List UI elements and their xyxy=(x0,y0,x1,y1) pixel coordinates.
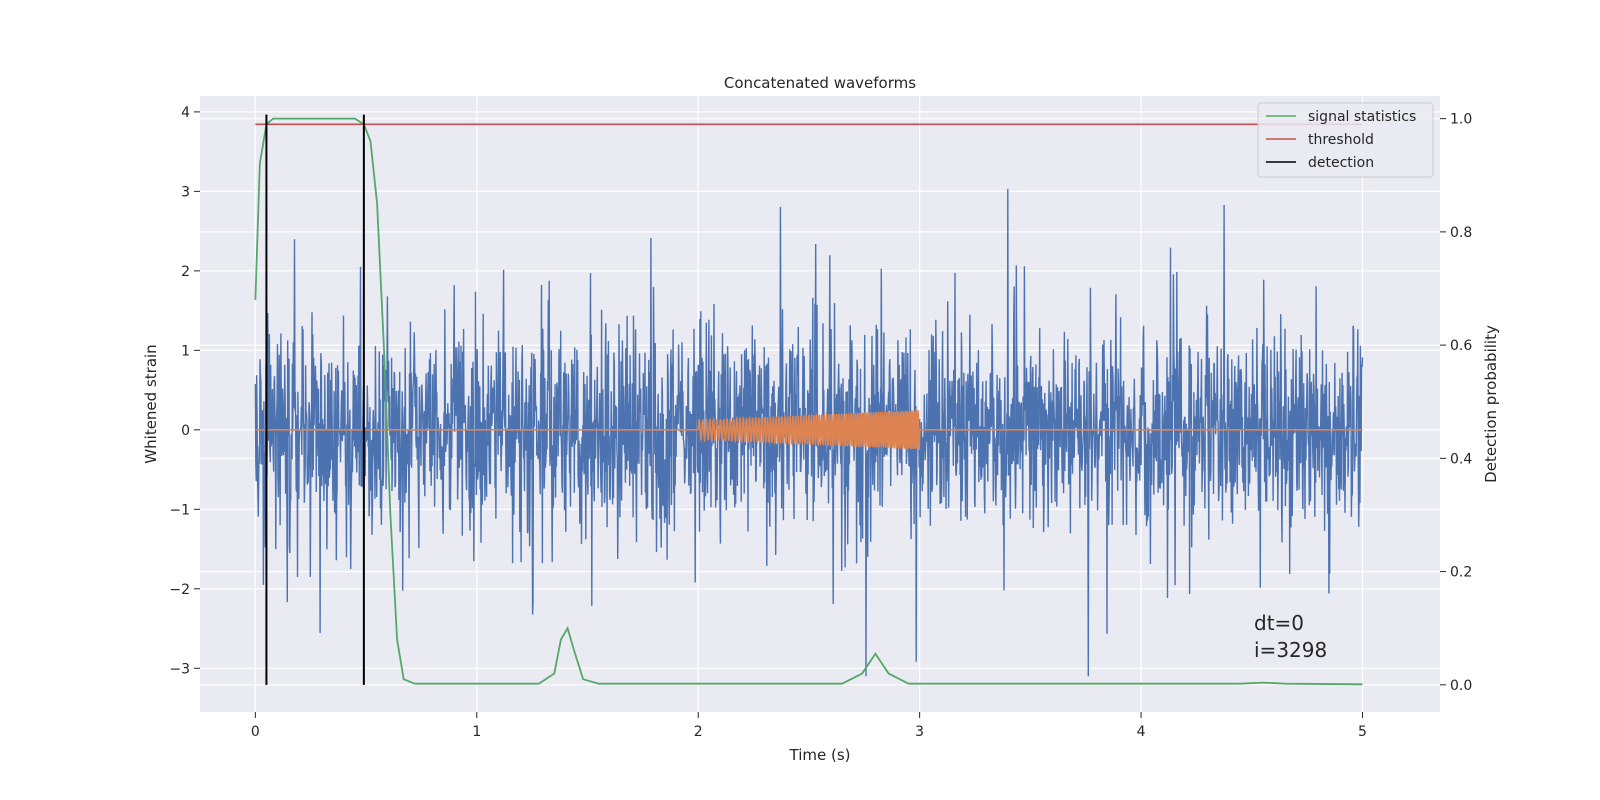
y-left-tick-label: 1 xyxy=(181,343,190,359)
chart-title: Concatenated waveforms xyxy=(724,74,916,92)
legend: signal statistics threshold detection xyxy=(1257,102,1434,178)
x-axis-title: Time (s) xyxy=(789,746,851,764)
annotation-dt: dt=0 xyxy=(1254,611,1304,635)
y-left-tick-label: 3 xyxy=(181,184,190,200)
y-axis-left-title: Whitened strain xyxy=(142,344,160,463)
y-left-tick-label: 4 xyxy=(181,105,190,121)
y-right-tick-label: 1.0 xyxy=(1450,112,1472,128)
series-noise-line xyxy=(254,188,1364,677)
ticks: 0 1 2 3 4 5 −3 −2 −1 0 1 2 3 4 0.0 0.2 0.4 0.6 0.8 1.0 xyxy=(169,105,1472,740)
series-signal-statistics-line xyxy=(254,117,1363,686)
y-left-tick-label: 2 xyxy=(181,264,190,280)
series-chirp-line xyxy=(255,410,1363,450)
plot-background xyxy=(200,96,1440,712)
series-layer xyxy=(254,114,1364,686)
legend-label-signal-statistics: signal statistics xyxy=(1308,109,1416,125)
y-left-tick-label: −3 xyxy=(169,661,190,677)
x-tick-label: 5 xyxy=(1358,724,1367,740)
legend-box xyxy=(1257,102,1434,178)
y-axis-right-title: Detection probability xyxy=(1482,325,1500,483)
y-right-tick-label: 0.0 xyxy=(1450,678,1472,694)
annotation-index: i=3298 xyxy=(1254,638,1327,662)
x-tick-label: 4 xyxy=(1137,724,1146,740)
legend-label-detection: detection xyxy=(1308,155,1374,171)
x-tick-label: 0 xyxy=(251,724,260,740)
y-left-tick-label: 0 xyxy=(181,423,190,439)
y-left-tick-label: −2 xyxy=(169,582,190,598)
y-right-tick-label: 0.2 xyxy=(1450,565,1472,581)
x-tick-label: 2 xyxy=(694,724,703,740)
legend-label-threshold: threshold xyxy=(1308,132,1374,148)
y-right-tick-label: 0.8 xyxy=(1450,225,1472,241)
y-right-tick-label: 0.6 xyxy=(1450,338,1472,354)
x-tick-label: 1 xyxy=(472,724,481,740)
y-left-tick-label: −1 xyxy=(169,502,190,518)
x-tick-label: 3 xyxy=(915,724,924,740)
y-right-tick-label: 0.4 xyxy=(1450,451,1472,467)
